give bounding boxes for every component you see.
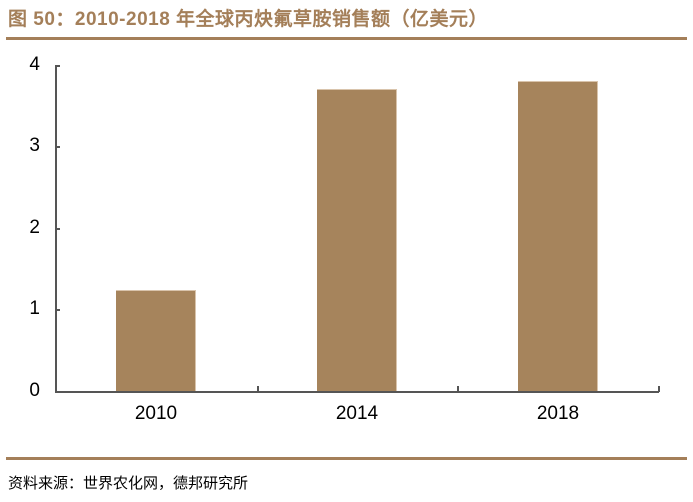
- x-tick: [658, 386, 660, 392]
- y-tick-label: 4: [29, 54, 40, 75]
- bar-chart: 0 1 2 3 4 2010 2014 2018: [29, 54, 660, 424]
- x-axis: [55, 391, 659, 393]
- y-tick-label: 2: [29, 217, 40, 238]
- x-tick-label: 2014: [335, 403, 379, 424]
- x-tick: [257, 386, 259, 392]
- y-tick: [55, 65, 60, 67]
- y-tick-label: 3: [29, 135, 40, 156]
- footer-divider: [6, 457, 687, 460]
- x-tick-label: 2018: [536, 403, 580, 424]
- chart-title: 图 50：2010-2018 年全球丙炔氟草胺销售额（亿美元）: [8, 9, 489, 30]
- y-tick: [55, 309, 60, 311]
- y-tick-label: 0: [29, 380, 40, 401]
- y-tick: [55, 146, 60, 148]
- source-note: 资料来源：世界农化网，德邦研究所: [8, 474, 249, 492]
- bar-2018: [518, 81, 598, 391]
- title-divider: [6, 37, 687, 40]
- y-tick: [55, 228, 60, 230]
- x-tick: [457, 386, 459, 392]
- bar-2014: [317, 89, 397, 391]
- x-tick-label: 2010: [134, 403, 178, 424]
- y-tick: [55, 391, 60, 393]
- bar-2010: [116, 290, 196, 391]
- y-tick-label: 1: [29, 298, 40, 319]
